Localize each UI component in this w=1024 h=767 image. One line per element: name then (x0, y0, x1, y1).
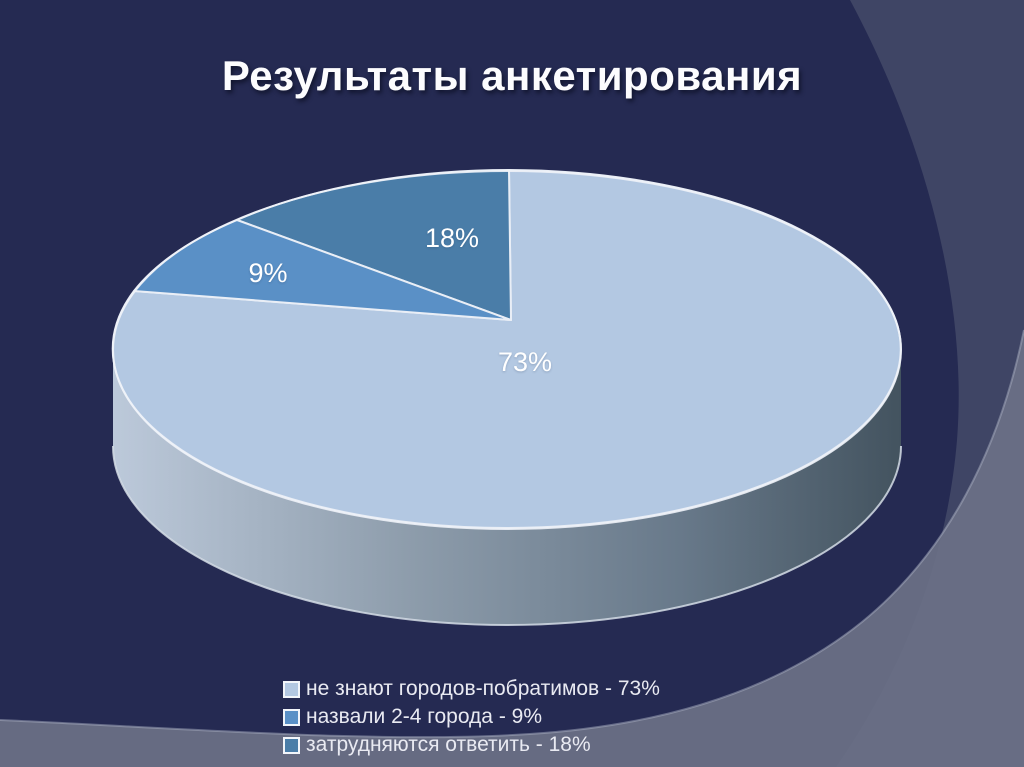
legend-label-9: назвали 2-4 города - 9% (306, 705, 542, 728)
legend-swatch-9 (283, 708, 300, 726)
pie-bottom-rim (112, 445, 902, 626)
pie-data-label-73: 73% (497, 347, 553, 377)
background-swoosh-edge (0, 329, 1024, 739)
background-swoosh (0, 330, 1024, 767)
pie-data-label-9: 9% (248, 258, 288, 288)
legend-swatch-18 (283, 736, 300, 754)
pie-side-wall (113, 350, 901, 625)
legend-item-18: затрудняются ответить - 18% (283, 731, 660, 759)
legend-label-18: затрудняются ответить - 18% (306, 733, 591, 756)
pie-top-rim (112, 170, 902, 530)
legend-label-73: не знают городов-побратимов - 73% (306, 677, 660, 700)
legend-item-73: не знают городов-побратимов - 73% (283, 675, 660, 703)
pie-data-label-18: 18% (424, 223, 480, 253)
legend-swatch-73 (283, 680, 300, 698)
chart-legend: не знают городов-побратимов - 73% назвал… (283, 675, 660, 759)
legend-item-9: назвали 2-4 города - 9% (283, 703, 660, 731)
page-title: Результаты анкетирования (221, 52, 803, 99)
